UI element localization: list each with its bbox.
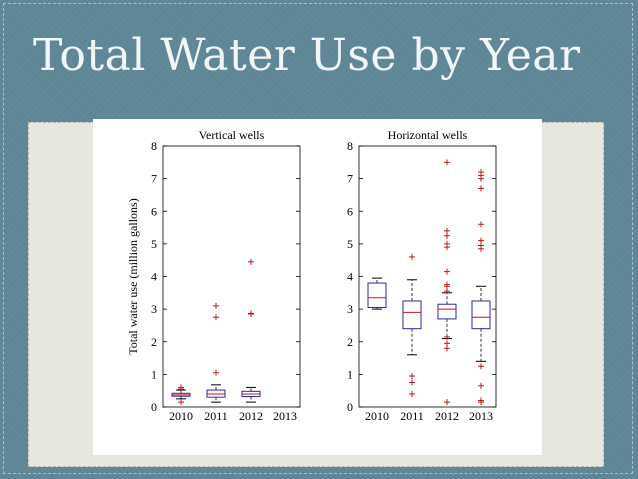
y-tick-label: 1: [151, 367, 157, 381]
outlier-marker: [478, 237, 484, 244]
y-axis-label: Total water use (million gallons): [126, 198, 140, 354]
outlier-marker: [178, 384, 184, 391]
x-tick-label: 2011: [400, 409, 424, 423]
axis-title: Horizontal wells: [388, 128, 468, 142]
x-tick-label: 2011: [204, 409, 228, 423]
box-2011: [402, 253, 422, 397]
outlier-marker: [248, 310, 254, 317]
box-iqr: [471, 300, 491, 330]
box-2012: [437, 159, 457, 406]
axes-frame: [358, 145, 497, 408]
figure-panel: Vertical wells 0 1 2 3 4 5 6 7 8 2010 2011 2012 2013 T…: [93, 119, 542, 455]
y-tick-label: 2: [151, 335, 157, 349]
y-tick-label: 3: [347, 302, 353, 316]
y-tick-label: 7: [347, 172, 353, 186]
outlier-marker: [248, 258, 254, 265]
outlier-marker: [444, 227, 450, 234]
y-tick-label: 5: [347, 237, 353, 251]
outlier-marker: [444, 159, 450, 166]
slide-title: Total Water Use by Year: [33, 30, 581, 81]
outlier-marker: [478, 382, 484, 389]
box-iqr: [402, 300, 422, 330]
outlier-marker: [409, 379, 415, 386]
y-tick-label: 0: [347, 400, 353, 414]
x-tick-label: 2013: [469, 409, 493, 423]
y-tick-label: 1: [347, 367, 353, 381]
box-iqr: [367, 282, 387, 308]
outlier-marker: [409, 390, 415, 397]
y-tick-label: 6: [151, 204, 157, 218]
x-tick-label: 2010: [365, 409, 389, 423]
x-tick-label: 2010: [169, 409, 193, 423]
axes-frame: [162, 145, 301, 408]
outlier-marker: [444, 333, 450, 340]
y-tick-label: 7: [151, 172, 157, 186]
outlier-marker: [213, 314, 219, 321]
box-2010: [171, 384, 191, 406]
slide-border: [3, 3, 633, 474]
outlier-marker: [478, 169, 484, 176]
outlier-marker: [213, 302, 219, 309]
y-tick-label: 2: [347, 335, 353, 349]
y-tick-label: 8: [347, 139, 353, 153]
outlier-marker: [444, 399, 450, 406]
plot-panel-1: [162, 145, 301, 408]
y-tick-label: 8: [151, 139, 157, 153]
y-tick-label: 3: [151, 302, 157, 316]
y-tick-label: 5: [151, 237, 157, 251]
box-2010: [367, 277, 387, 310]
y-tick-label: 4: [347, 270, 353, 284]
outlier-marker: [444, 240, 450, 247]
outlier-marker: [478, 363, 484, 370]
box-2013: [471, 169, 491, 406]
outlier-marker: [444, 340, 450, 347]
x-tick-label: 2013: [273, 409, 297, 423]
outlier-marker: [409, 253, 415, 260]
x-tick-label: 2012: [239, 409, 263, 423]
outlier-marker: [478, 221, 484, 228]
y-tick-label: 6: [347, 204, 353, 218]
outlier-marker: [409, 373, 415, 380]
outlier-marker: [444, 268, 450, 275]
outlier-marker: [478, 185, 484, 192]
axis-title: Vertical wells: [199, 128, 265, 142]
outlier-marker: [478, 397, 484, 404]
x-tick-label: 2012: [435, 409, 459, 423]
outlier-marker: [178, 399, 184, 406]
plot-panel-2: [358, 145, 497, 408]
outlier-marker: [213, 369, 219, 376]
outlier-marker: [444, 281, 450, 288]
box-iqr: [437, 303, 457, 320]
box-2012: [241, 258, 261, 403]
box-2011: [206, 302, 226, 403]
y-tick-label: 4: [151, 270, 157, 284]
y-tick-label: 0: [151, 400, 157, 414]
